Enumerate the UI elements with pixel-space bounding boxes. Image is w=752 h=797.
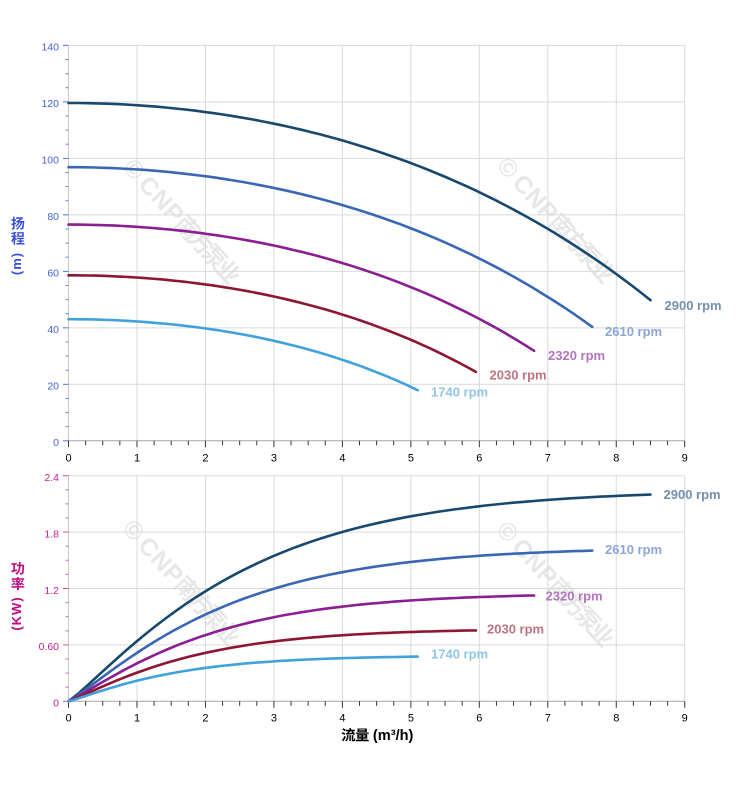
svg-text:4: 4 — [339, 453, 345, 465]
svg-text:7: 7 — [545, 453, 551, 465]
svg-text:2900 rpm: 2900 rpm — [665, 298, 722, 313]
svg-text:6: 6 — [476, 453, 482, 465]
svg-text:2320 rpm: 2320 rpm — [546, 589, 603, 604]
svg-text:5: 5 — [408, 713, 414, 725]
svg-text:2900 rpm: 2900 rpm — [664, 487, 721, 502]
svg-text:0: 0 — [53, 437, 59, 449]
svg-text:1: 1 — [134, 713, 140, 725]
svg-text:2.4: 2.4 — [44, 472, 59, 484]
svg-text:140: 140 — [41, 42, 59, 54]
svg-text:60: 60 — [47, 268, 59, 280]
svg-text:2320 rpm: 2320 rpm — [548, 348, 605, 363]
svg-text:2610 rpm: 2610 rpm — [605, 324, 662, 339]
svg-text:5: 5 — [408, 453, 414, 465]
svg-text:8: 8 — [613, 453, 619, 465]
svg-text:0.60: 0.60 — [39, 641, 60, 653]
svg-text:(m): (m) — [9, 252, 24, 275]
svg-text:1740 rpm: 1740 rpm — [431, 384, 488, 399]
svg-text:2030 rpm: 2030 rpm — [490, 367, 547, 382]
svg-text:40: 40 — [47, 324, 59, 336]
svg-text:2610 rpm: 2610 rpm — [605, 542, 662, 557]
svg-text:2: 2 — [202, 713, 208, 725]
svg-text:0: 0 — [53, 698, 59, 710]
svg-text:80: 80 — [47, 211, 59, 223]
svg-text:120: 120 — [41, 98, 59, 110]
svg-text:3: 3 — [271, 453, 277, 465]
svg-text:9: 9 — [682, 453, 688, 465]
svg-text:6: 6 — [476, 713, 482, 725]
svg-text:1.2: 1.2 — [44, 585, 59, 597]
svg-text:3: 3 — [271, 713, 277, 725]
svg-text:(m³/h): (m³/h) — [373, 728, 414, 744]
svg-text:1: 1 — [134, 453, 140, 465]
svg-text:9: 9 — [682, 713, 688, 725]
svg-text:20: 20 — [47, 381, 59, 393]
svg-text:100: 100 — [41, 155, 59, 167]
svg-text:7: 7 — [545, 713, 551, 725]
svg-text:1.8: 1.8 — [44, 528, 59, 540]
svg-text:0: 0 — [65, 713, 71, 725]
svg-text:8: 8 — [613, 713, 619, 725]
svg-text:(KW): (KW) — [9, 596, 24, 630]
svg-text:0: 0 — [65, 453, 71, 465]
svg-text:2: 2 — [202, 453, 208, 465]
svg-text:4: 4 — [339, 713, 345, 725]
svg-text:1740 rpm: 1740 rpm — [431, 647, 488, 662]
svg-text:2030 rpm: 2030 rpm — [487, 622, 544, 637]
